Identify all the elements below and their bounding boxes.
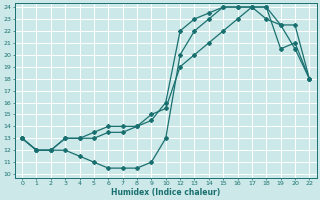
X-axis label: Humidex (Indice chaleur): Humidex (Indice chaleur) [111, 188, 220, 197]
